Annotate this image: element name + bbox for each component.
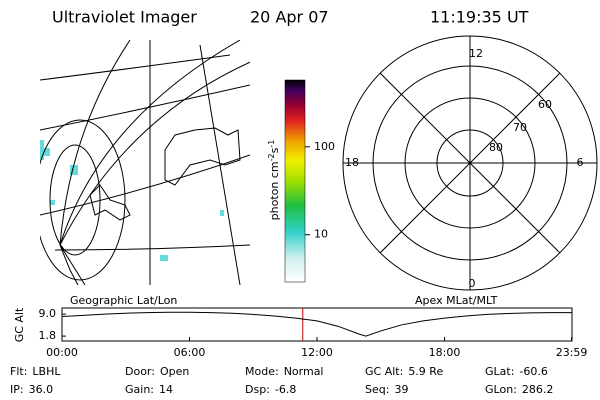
lat-label: 80 (489, 141, 503, 154)
footer-field: Dsp: -6.8 (245, 383, 296, 396)
x-tick-label: 00:00 (46, 346, 78, 359)
footer-label: Gain: (125, 383, 154, 396)
map-label: Geographic Lat/Lon (70, 294, 177, 307)
footer-field: GC Alt: 5.9 Re (365, 365, 443, 378)
time: 11:19:35 UT (430, 8, 529, 27)
mlt-label: 6 (577, 156, 584, 169)
lat-label: 60 (538, 98, 552, 111)
footer-label: Door: (125, 365, 155, 378)
x-tick-label: 23:59 (556, 346, 588, 359)
x-tick-label: 12:00 (301, 346, 333, 359)
polar-label: Apex MLat/MLT (415, 294, 498, 307)
footer-label: GLat: (485, 365, 514, 378)
footer-field: Gain: 14 (125, 383, 173, 396)
footer-label: IP: (10, 383, 24, 396)
footer-value: Normal (284, 365, 324, 378)
colorbar-label: photon cm-2s-1 (267, 140, 282, 221)
footer-label: Seq: (365, 383, 389, 396)
colorbar-tick-label: 10 (314, 228, 328, 241)
mlt-label: 0 (469, 277, 476, 290)
mlt-label: 12 (469, 47, 483, 60)
footer-value: -60.6 (519, 365, 547, 378)
footer-value: 5.9 Re (408, 365, 443, 378)
instrument: Ultraviolet Imager (52, 8, 197, 27)
mlt-label: 18 (345, 156, 359, 169)
footer-value: LBHL (32, 365, 61, 378)
map (40, 40, 250, 285)
footer-value: 286.2 (522, 383, 554, 396)
lat-label: 70 (513, 121, 527, 134)
footer-value: -6.8 (275, 383, 296, 396)
footer-field: GLat: -60.6 (485, 365, 548, 378)
footer-value: 36.0 (29, 383, 54, 396)
footer-value: Open (160, 365, 189, 378)
y-tick-label: 9.0 (39, 307, 57, 320)
footer-label: GLon: (485, 383, 517, 396)
footer-field: IP: 36.0 (10, 383, 53, 396)
footer-label: Mode: (245, 365, 279, 378)
x-tick-label: 06:00 (174, 346, 206, 359)
footer-label: GC Alt: (365, 365, 403, 378)
footer-label: Flt: (10, 365, 27, 378)
polar-grid (342, 35, 598, 291)
colorbar-tick-label: 100 (314, 140, 335, 153)
footer-value: 14 (159, 383, 173, 396)
colorbar (284, 79, 306, 283)
altitude-curve (61, 311, 572, 337)
x-tick-label: 18:00 (429, 346, 461, 359)
footer-value: 39 (394, 383, 408, 396)
footer-field: Mode: Normal (245, 365, 324, 378)
y-axis-label: GC Alt (13, 307, 26, 342)
footer-field: Flt: LBHL (10, 365, 61, 378)
date: 20 Apr 07 (250, 8, 329, 27)
y-tick-label: 1.8 (39, 329, 57, 342)
footer-label: Dsp: (245, 383, 270, 396)
footer-field: Seq: 39 (365, 383, 408, 396)
footer-field: Door: Open (125, 365, 189, 378)
footer-field: GLon: 286.2 (485, 383, 553, 396)
